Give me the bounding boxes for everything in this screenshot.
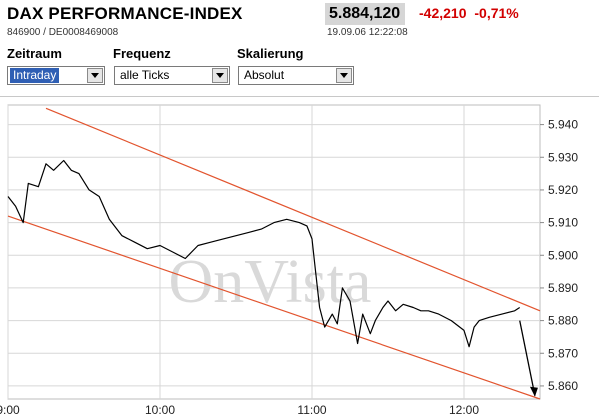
instrument-title: DAX PERFORMANCE-INDEX: [7, 4, 243, 23]
quote-timestamp: 19.09.06 12:22:08: [327, 27, 408, 38]
change-percent: -0,71%: [474, 5, 519, 21]
y-tick-label: 5.870: [548, 346, 578, 360]
y-tick-label: 5.860: [548, 379, 578, 393]
zeitraum-value: Intraday: [10, 68, 60, 83]
price-change: -42,210 -0,71%: [419, 5, 519, 21]
arrow-head-icon: [529, 386, 538, 397]
chevron-down-icon: [91, 73, 99, 78]
onvista-watermark: OnVista: [169, 248, 372, 316]
x-tick-label: 10:00: [145, 403, 175, 417]
isin-label: 846900 / DE0008469008: [7, 27, 119, 38]
price-series-line: [7, 159, 521, 348]
y-tick-label: 5.910: [548, 216, 578, 230]
zeitraum-dropdown-button[interactable]: [87, 68, 103, 83]
x-tick-label: 9:00: [0, 403, 20, 417]
y-tick-label: 5.930: [548, 150, 578, 164]
zeitraum-select[interactable]: Intraday: [7, 66, 105, 85]
x-tick-label: 11:00: [297, 403, 326, 417]
frequenz-select[interactable]: alle Ticks: [114, 66, 230, 85]
x-tick-label: 12:00: [449, 403, 479, 417]
frequenz-dropdown-button[interactable]: [212, 68, 228, 83]
chevron-down-icon: [340, 73, 348, 78]
zeitraum-label: Zeitraum: [7, 46, 62, 61]
frequenz-label: Frequenz: [113, 46, 171, 61]
change-absolute: -42,210: [419, 5, 467, 21]
chart-area: 5.860 5.870 5.880 5.890 5.900 5.910 5.920 5.930…: [0, 96, 599, 418]
skalierung-label: Skalierung: [237, 46, 304, 61]
price-chart: 5.860 5.870 5.880 5.890 5.900 5.910 5.920 5.930…: [0, 104, 578, 417]
y-tick-label: 5.890: [548, 281, 578, 295]
trend-channel-line: [7, 215, 541, 400]
y-tick-label: 5.920: [548, 183, 578, 197]
skalierung-value: Absolut: [244, 68, 285, 82]
y-tick-label: 5.940: [548, 118, 578, 132]
last-price: 5.884,120: [325, 3, 406, 25]
chevron-down-icon: [216, 73, 224, 78]
y-tick-label: 5.880: [548, 314, 578, 328]
trend-channel-line: [45, 107, 541, 312]
projection-arrow-line: [519, 320, 536, 396]
frequenz-value: alle Ticks: [120, 68, 170, 82]
y-tick-label: 5.900: [548, 248, 578, 262]
skalierung-select[interactable]: Absolut: [238, 66, 354, 85]
skalierung-dropdown-button[interactable]: [336, 68, 352, 83]
